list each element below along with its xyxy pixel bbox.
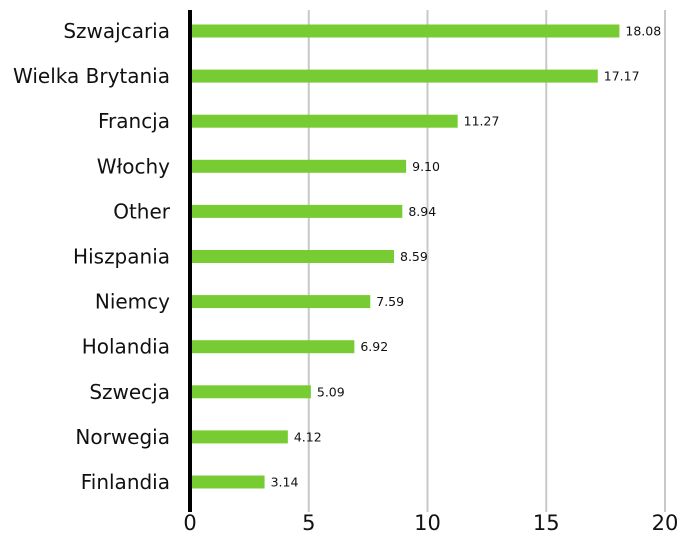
category-label: Hiszpania bbox=[73, 245, 170, 269]
category-label: Włochy bbox=[97, 154, 170, 178]
category-label: Niemcy bbox=[95, 290, 170, 314]
bar-value-label: 3.14 bbox=[271, 475, 299, 490]
bar bbox=[190, 475, 265, 489]
bar bbox=[190, 340, 355, 354]
bar-value-label: 8.59 bbox=[400, 249, 428, 264]
bar-value-label: 17.17 bbox=[604, 69, 640, 84]
x-tick-label: 0 bbox=[183, 511, 196, 534]
category-label: Finlandia bbox=[81, 470, 170, 494]
bar-value-label: 4.12 bbox=[294, 429, 322, 444]
bars bbox=[190, 24, 620, 489]
category-label: Szwajcaria bbox=[63, 19, 170, 43]
bar bbox=[190, 204, 403, 218]
x-tick-label: 15 bbox=[533, 511, 560, 534]
bar bbox=[190, 69, 598, 83]
bar-value-label: 11.27 bbox=[464, 114, 500, 129]
bar-value-label: 8.94 bbox=[408, 204, 436, 219]
bar bbox=[190, 159, 407, 173]
category-label: Norwegia bbox=[75, 425, 170, 449]
bar-value-label: 6.92 bbox=[360, 339, 388, 354]
x-tick-label: 5 bbox=[302, 511, 315, 534]
value-labels: 18.08 17.17 11.27 9.10 8.94 8.59 7.59 6.92 5.09 4… bbox=[271, 24, 662, 490]
x-tick-label: 10 bbox=[414, 511, 441, 534]
x-axis-tick-labels: 0 5 10 15 20 bbox=[183, 511, 678, 534]
bar bbox=[190, 295, 371, 309]
category-label: Francja bbox=[98, 109, 170, 133]
bar-value-label: 18.08 bbox=[625, 24, 661, 39]
bar bbox=[190, 385, 311, 399]
category-label: Szwecja bbox=[89, 380, 170, 404]
category-label: Other bbox=[113, 199, 171, 223]
bar bbox=[190, 114, 458, 128]
category-label: Wielka Brytania bbox=[13, 64, 170, 88]
bar-value-label: 5.09 bbox=[317, 384, 345, 399]
bar bbox=[190, 430, 288, 444]
category-labels: Szwajcaria Wielka Brytania Francja Włochy Ot… bbox=[13, 19, 171, 494]
x-tick-label: 20 bbox=[652, 511, 679, 534]
bar bbox=[190, 24, 620, 38]
category-label: Holandia bbox=[82, 335, 170, 359]
bar-value-label: 9.10 bbox=[412, 159, 440, 174]
bar-value-label: 7.59 bbox=[376, 294, 404, 309]
bar bbox=[190, 250, 395, 263]
